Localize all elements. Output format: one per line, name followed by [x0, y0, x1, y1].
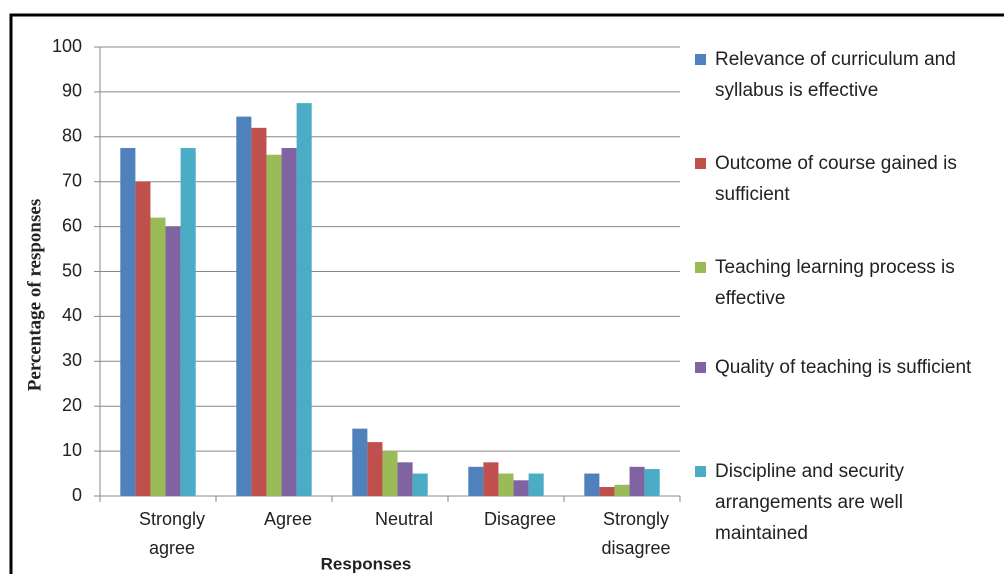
legend-swatch	[695, 262, 706, 273]
legend-entry: Discipline and security arrangements are…	[695, 456, 995, 549]
legend-entry: Teaching learning process is effective	[695, 252, 995, 314]
x-tick-label: Neutral	[374, 509, 434, 529]
y-tick-label: 20	[62, 395, 82, 415]
legend-label: Teaching learning process is effective	[715, 257, 955, 309]
bar	[135, 181, 151, 496]
y-tick-label: 40	[62, 305, 82, 325]
y-tick-label: 70	[62, 170, 82, 190]
y-axis-title: Percentage of responses	[24, 199, 45, 391]
bar	[251, 127, 267, 496]
legend-entry: Quality of teaching is sufficient	[695, 352, 995, 383]
legend-label: Outcome of course gained is sufficient	[715, 153, 957, 205]
legend-label: Quality of teaching is sufficient	[715, 357, 972, 378]
legend-swatch	[695, 362, 706, 373]
bar	[367, 442, 383, 496]
frame	[9, 13, 1004, 574]
legend-label: Relevance of curriculum and syllabus is …	[715, 49, 956, 101]
bar	[397, 462, 413, 496]
bar	[180, 148, 196, 496]
legend-label: Discipline and security arrangements are…	[715, 461, 905, 544]
y-tick-label: 0	[72, 485, 82, 505]
bar	[281, 148, 297, 496]
bar	[644, 469, 660, 496]
bar	[483, 462, 499, 496]
legend-swatch	[695, 158, 706, 169]
bar	[120, 148, 136, 496]
bar	[584, 473, 600, 496]
bar	[599, 487, 615, 496]
x-axis-title: Responses	[321, 554, 412, 573]
bar	[468, 466, 484, 496]
bar	[150, 217, 166, 496]
bar	[629, 466, 645, 496]
bar	[412, 473, 428, 496]
y-tick-label: 60	[62, 215, 82, 235]
y-tick-label: 10	[62, 440, 82, 460]
x-tick-label: Strongly agree	[138, 509, 206, 558]
y-tick-label: 90	[62, 81, 82, 101]
x-tick-label: Strongly disagree	[601, 509, 671, 558]
bar	[513, 480, 529, 496]
bar	[266, 154, 282, 496]
legend-swatch	[695, 466, 706, 477]
y-tick-label: 50	[62, 260, 82, 280]
bar	[528, 473, 544, 496]
bar	[498, 473, 514, 496]
bar	[382, 451, 398, 496]
x-tick-label: Agree	[263, 509, 313, 529]
y-tick-label: 30	[62, 350, 82, 370]
bar	[236, 116, 252, 496]
bar	[296, 103, 312, 496]
y-tick-label: 100	[52, 36, 82, 56]
bar	[165, 226, 181, 496]
legend-entry: Outcome of course gained is sufficient	[695, 148, 995, 210]
y-tick-label: 80	[62, 126, 82, 146]
x-tick-label: Disagree	[483, 509, 557, 529]
bar	[352, 428, 368, 496]
legend-swatch	[695, 54, 706, 65]
legend-entry: Relevance of curriculum and syllabus is …	[695, 44, 995, 106]
bar	[614, 484, 630, 496]
